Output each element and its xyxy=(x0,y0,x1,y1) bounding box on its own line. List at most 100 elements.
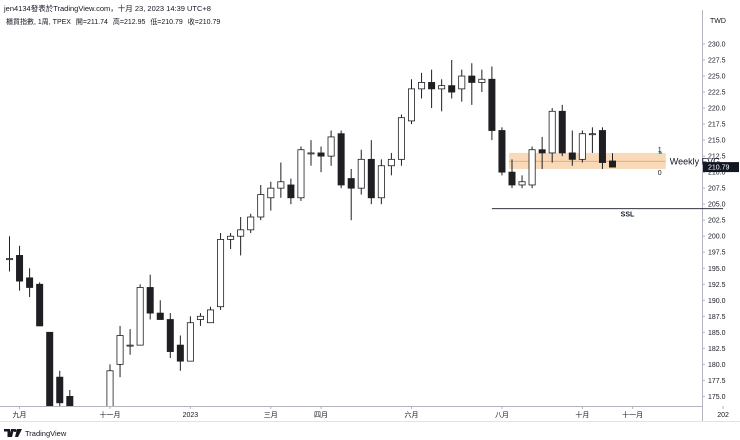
tradingview-logo-icon xyxy=(4,429,22,437)
candle-body xyxy=(327,136,335,157)
candle-body xyxy=(568,152,576,160)
candle-body xyxy=(176,344,184,362)
y-tick-label: 210.0 xyxy=(708,170,726,177)
candle-body xyxy=(387,158,395,167)
candle-body xyxy=(498,130,506,173)
candle-body xyxy=(347,178,355,189)
candle-body xyxy=(468,75,476,83)
high-value: 高=212.95 xyxy=(112,19,146,26)
candle-body xyxy=(407,88,415,122)
candle-body xyxy=(448,85,456,93)
x-tick-label: 202 xyxy=(717,412,729,419)
candle-body xyxy=(558,110,566,154)
candle-body xyxy=(418,82,426,90)
y-tick-label: 180.0 xyxy=(708,362,726,369)
last-price-tag xyxy=(703,162,739,173)
candle-body xyxy=(488,78,496,131)
candle-body xyxy=(16,255,24,282)
candle-body xyxy=(277,181,285,189)
candle-body xyxy=(297,149,305,199)
candle-body xyxy=(548,110,556,154)
y-tick-label: 195.0 xyxy=(708,266,726,273)
x-tick-label: 2023 xyxy=(183,412,199,419)
candle-body xyxy=(206,309,214,324)
y-tick-label: 177.5 xyxy=(708,378,726,385)
candle-body xyxy=(66,395,74,406)
y-tick-label: 202.5 xyxy=(708,218,726,225)
candle-body xyxy=(438,85,446,90)
candle-body xyxy=(247,216,255,231)
candle-body xyxy=(367,158,375,199)
x-tick-label: 四月 xyxy=(314,411,328,419)
candle-body xyxy=(578,133,586,160)
y-tick-label: 175.0 xyxy=(708,394,726,401)
candle-body xyxy=(307,152,315,155)
candle-body xyxy=(6,258,13,261)
candle-body xyxy=(106,370,114,406)
publish-info: jen4134發表於TradingView.com，十月 23, 2023 14… xyxy=(4,4,211,13)
y-tick-label: 215.0 xyxy=(708,138,726,145)
candle-body xyxy=(478,78,486,83)
candle-body xyxy=(267,187,275,199)
candle-body xyxy=(528,149,536,186)
close-value: 收=210.79 xyxy=(187,19,221,26)
candle-body xyxy=(458,75,466,90)
x-tick-label: 十一月 xyxy=(100,410,121,419)
candle-body xyxy=(36,283,44,327)
candle-body xyxy=(428,82,436,90)
ssl-label: SSL xyxy=(621,212,635,219)
open-value: 開=211.74 xyxy=(75,19,108,26)
candle-body xyxy=(56,376,64,404)
y-tick-label: 197.5 xyxy=(708,250,726,257)
candle-body xyxy=(156,312,164,320)
y-tick-label: 182.5 xyxy=(708,346,726,353)
y-tick-label: 200.0 xyxy=(708,234,726,241)
candle-body xyxy=(508,171,516,186)
candle-body xyxy=(397,117,405,160)
last-price-label: 210.79 xyxy=(708,165,730,172)
candle-body xyxy=(538,149,546,154)
candle-body xyxy=(598,130,606,163)
candle-body xyxy=(126,344,134,347)
y-tick-label: 185.0 xyxy=(708,330,726,337)
candle-body xyxy=(357,158,365,189)
y-tick-label: 222.5 xyxy=(708,90,726,97)
candle-body xyxy=(26,277,34,288)
x-tick-label: 三月 xyxy=(264,411,278,419)
candle-body xyxy=(287,184,295,199)
candle-body xyxy=(136,287,144,346)
candle-body xyxy=(227,235,235,240)
y-tick-label: 190.0 xyxy=(708,298,726,305)
candle-body xyxy=(317,152,325,157)
footer-brand: TradingView xyxy=(25,428,67,438)
y-tick-label: 187.5 xyxy=(708,314,726,321)
candles-group xyxy=(6,60,666,417)
y-tick-label: 212.5 xyxy=(708,154,726,161)
candle-body xyxy=(588,133,596,136)
symbol-label: 櫃買指數, 1周, TPEX xyxy=(6,19,71,26)
footer: TradingView xyxy=(4,427,66,439)
candle-body xyxy=(237,229,245,237)
candle-body xyxy=(146,287,154,314)
candle-body xyxy=(77,416,83,417)
candle-body xyxy=(609,160,617,168)
candle-body xyxy=(196,315,204,320)
candle-body xyxy=(87,412,93,415)
candle-body xyxy=(217,239,225,308)
fvg-top-label: 1 xyxy=(658,147,662,154)
y-tick-label: 205.0 xyxy=(708,202,726,209)
fvg-bottom-label: 0 xyxy=(658,170,662,177)
currency-label: TWD xyxy=(710,18,726,25)
y-tick-label: 227.5 xyxy=(708,58,726,65)
candle-body xyxy=(518,181,526,186)
y-tick-label: 225.0 xyxy=(708,74,726,81)
x-tick-label: 六月 xyxy=(405,410,419,419)
ohlc-legend: 櫃買指數, 1周, TPEX 開=211.74 高=212.95 低=210.7… xyxy=(6,17,223,27)
y-tick-label: 217.5 xyxy=(708,122,726,129)
candle-body xyxy=(257,194,265,218)
candle-body xyxy=(337,133,345,186)
x-tick-label: 九月 xyxy=(13,410,27,419)
candle-body xyxy=(186,322,194,362)
x-tick-label: 十月 xyxy=(575,410,589,419)
